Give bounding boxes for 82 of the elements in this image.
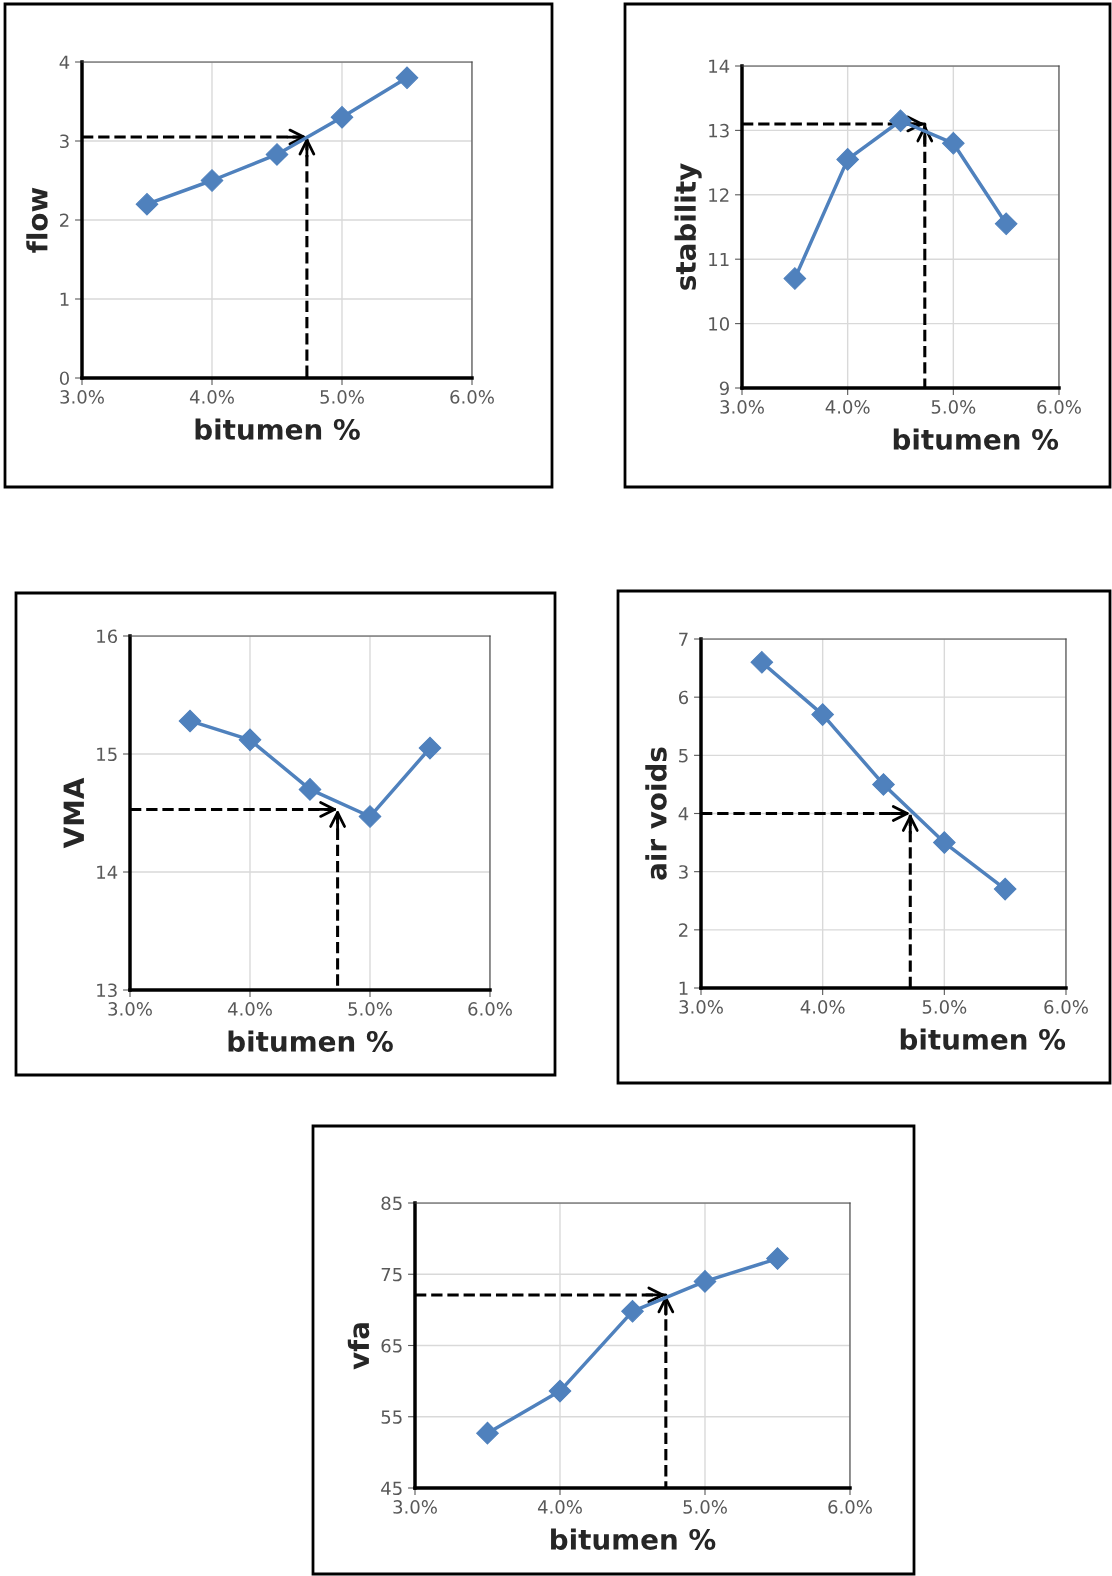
- y-axis-title: vfa: [347, 1323, 370, 1370]
- y-tick-label: 0: [59, 371, 69, 386]
- x-tick-label: 5.0%: [922, 1000, 967, 1014]
- x-axis-title: bitumen %: [228, 1030, 393, 1052]
- y-tick-label: 12: [709, 188, 729, 202]
- point: [872, 773, 895, 796]
- x-axis-title: bitumen %: [551, 1528, 716, 1550]
- y-tick-label: 13: [709, 123, 729, 138]
- x-tick-label: 4.0%: [800, 1000, 845, 1014]
- y-tick-label: 75: [381, 1267, 402, 1282]
- y-tick-label: 2: [679, 923, 688, 937]
- point: [358, 805, 382, 828]
- point: [238, 728, 262, 752]
- y-axis-title: VMA: [63, 777, 84, 849]
- x-tick-label: 6.0%: [450, 390, 494, 404]
- y-tick-label: 14: [709, 59, 730, 73]
- point: [418, 736, 442, 760]
- point: [836, 148, 859, 171]
- y-axis-title: stability: [674, 163, 702, 290]
- point: [942, 131, 965, 155]
- point: [994, 212, 1018, 236]
- y-tick-label: 16: [97, 629, 118, 644]
- y-tick-label: 6: [678, 690, 689, 705]
- x-tick-label: 3.0%: [60, 390, 104, 404]
- point: [265, 143, 289, 166]
- x-axis-title: bitumen %: [195, 418, 360, 440]
- y-tick-label: 15: [97, 747, 117, 762]
- y-tick-label: 3: [679, 865, 688, 879]
- y-axis-title: air voids: [645, 747, 667, 880]
- x-tick-label: 5.0%: [320, 390, 364, 404]
- x-axis-title: bitumen %: [893, 428, 1059, 450]
- x-tick-label: 6.0%: [828, 1500, 872, 1514]
- point: [298, 778, 322, 801]
- y-tick-label: 5: [679, 749, 688, 763]
- y-tick-label: 4: [59, 55, 70, 69]
- y-tick-label: 3: [60, 134, 69, 149]
- point: [621, 1299, 644, 1323]
- point: [693, 1270, 717, 1293]
- x-tick-label: 4.0%: [189, 390, 234, 404]
- point: [200, 169, 224, 192]
- y-tick-label: 1: [60, 292, 69, 306]
- y-tick-label: 65: [381, 1338, 402, 1353]
- x-tick-label: 5.0%: [931, 400, 976, 414]
- x-tick-label: 3.0%: [108, 1002, 152, 1016]
- x-tick-label: 5.0%: [683, 1500, 727, 1514]
- point: [783, 267, 807, 290]
- y-tick-label: 55: [381, 1410, 402, 1424]
- x-axis-title: bitumen %: [900, 1028, 1066, 1050]
- x-tick-label: 6.0%: [1044, 1000, 1088, 1014]
- point: [933, 831, 956, 854]
- x-tick-label: 3.0%: [720, 400, 764, 414]
- x-tick-label: 3.0%: [679, 1000, 723, 1014]
- x-tick-label: 4.0%: [227, 1002, 272, 1016]
- point: [750, 650, 774, 674]
- x-tick-label: 4.0%: [537, 1500, 582, 1514]
- y-tick-label: 1: [679, 981, 688, 995]
- y-axis-title: flow: [26, 187, 48, 253]
- point: [330, 105, 354, 129]
- x-tick-label: 6.0%: [468, 1002, 512, 1016]
- point: [766, 1247, 789, 1270]
- y-tick-label: 11: [709, 252, 729, 267]
- y-tick-label: 9: [719, 381, 729, 396]
- x-tick-label: 3.0%: [393, 1500, 437, 1514]
- y-tick-label: 2: [60, 213, 69, 227]
- x-tick-label: 5.0%: [348, 1002, 392, 1016]
- point: [395, 66, 419, 90]
- y-tick-label: 7: [679, 632, 688, 646]
- y-tick-label: 14: [97, 865, 118, 879]
- x-tick-label: 6.0%: [1037, 400, 1081, 414]
- point: [548, 1379, 572, 1403]
- y-tick-label: 10: [709, 317, 729, 331]
- point: [476, 1421, 499, 1445]
- point: [993, 877, 1017, 901]
- y-tick-label: 85: [381, 1196, 402, 1211]
- x-tick-label: 4.0%: [825, 400, 870, 414]
- y-tick-label: 4: [678, 807, 689, 821]
- y-tick-label: 13: [97, 983, 117, 998]
- point: [889, 109, 912, 133]
- point: [178, 709, 202, 733]
- point: [135, 192, 159, 216]
- y-tick-label: 45: [381, 1481, 402, 1496]
- point: [811, 703, 834, 726]
